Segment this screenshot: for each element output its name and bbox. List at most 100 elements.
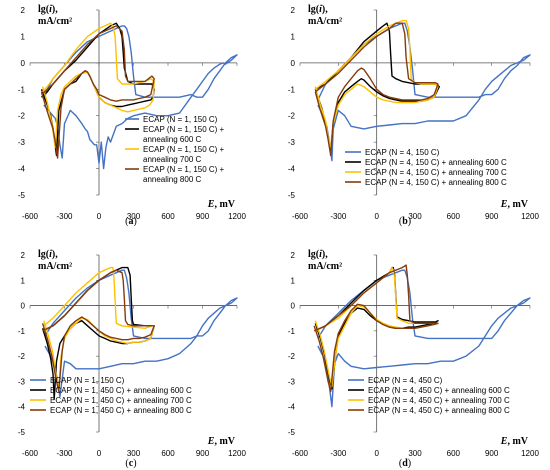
x-tick-label: -600 bbox=[292, 449, 309, 458]
x-tick-label: 1200 bbox=[228, 449, 246, 458]
legend-label: ECAP (N = 1, 150 C) + bbox=[143, 125, 225, 134]
y-axis-label: mA/cm² bbox=[308, 16, 342, 27]
x-tick-label: 0 bbox=[374, 449, 379, 458]
y-tick-label: -2 bbox=[18, 112, 26, 121]
series-line-2 bbox=[314, 22, 440, 151]
series-line-1 bbox=[44, 269, 238, 398]
x-tick-label: 1200 bbox=[521, 449, 539, 458]
y-tick-label: 2 bbox=[21, 6, 26, 15]
legend-label: ECAP (N = 4, 150 C) + annealing 700 C bbox=[365, 168, 507, 177]
y-tick-label: -2 bbox=[288, 352, 296, 361]
y-axis-label: lg(i), bbox=[38, 249, 58, 260]
x-tick-label: 300 bbox=[408, 212, 422, 221]
x-tick-label: -600 bbox=[22, 212, 39, 221]
y-tick-label: 0 bbox=[21, 302, 26, 311]
x-tick-label: 300 bbox=[408, 449, 422, 458]
y-tick-label: 1 bbox=[291, 32, 296, 41]
legend-label: ECAP (N = 4, 150 C) bbox=[365, 148, 440, 157]
x-tick-label: 1200 bbox=[228, 212, 246, 221]
y-axis-label: mA/cm² bbox=[308, 261, 342, 272]
y-axis-label: mA/cm² bbox=[38, 261, 72, 272]
legend-label: ECAP (N = 1, 150 C) + bbox=[143, 145, 225, 154]
x-tick-label: 900 bbox=[196, 449, 210, 458]
y-tick-label: 0 bbox=[21, 59, 26, 68]
y-tick-label: -5 bbox=[18, 428, 26, 437]
y-axis-label: lg(i), bbox=[308, 249, 328, 260]
y-tick-label: -2 bbox=[288, 112, 296, 121]
y-tick-label: 2 bbox=[291, 6, 296, 15]
y-tick-label: -3 bbox=[18, 377, 26, 386]
x-axis-label: E, mV bbox=[500, 199, 529, 210]
series-line-4 bbox=[313, 264, 439, 393]
x-axis-label: E, mV bbox=[500, 436, 529, 447]
legend-label: annealing 600 C bbox=[143, 135, 201, 144]
panel-label: (b) bbox=[399, 216, 411, 227]
y-tick-label: 1 bbox=[21, 276, 26, 285]
y-tick-label: -3 bbox=[288, 138, 296, 147]
series-line-3 bbox=[43, 266, 155, 390]
x-tick-label: -600 bbox=[22, 449, 39, 458]
legend-label: ECAP (N = 4, 150 C) + annealing 800 C bbox=[365, 178, 507, 187]
legend-label: ECAP (N = 4, 450 C) + annealing 800 C bbox=[368, 406, 510, 415]
y-tick-label: 0 bbox=[291, 59, 296, 68]
series-line-1 bbox=[317, 22, 531, 162]
legend-label: ECAP (N = 4, 450 C) + annealing 600 C bbox=[368, 386, 510, 395]
x-tick-label: 900 bbox=[196, 212, 210, 221]
x-tick-label: -300 bbox=[56, 212, 73, 221]
x-tick-label: -300 bbox=[330, 449, 347, 458]
y-tick-label: -5 bbox=[288, 428, 296, 437]
legend-label: annealing 800 C bbox=[143, 175, 201, 184]
x-tick-label: 600 bbox=[447, 449, 461, 458]
legend-label: ECAP (N = 1, 450 C) + annealing 800 C bbox=[50, 406, 192, 415]
legend-label: ECAP (N = 1, 150 C) bbox=[50, 376, 125, 385]
y-tick-label: 2 bbox=[21, 251, 26, 260]
chart-panel-2: -5 -4 -3 -2 -1 0 1 2 -600 -300 0 300 600 900 1200 lg(i)… bbox=[288, 4, 540, 227]
series-line-3 bbox=[41, 22, 155, 149]
y-tick-label: -4 bbox=[18, 403, 26, 412]
y-tick-label: -4 bbox=[18, 165, 26, 174]
x-tick-label: 300 bbox=[127, 449, 141, 458]
y-tick-label: 2 bbox=[291, 251, 296, 260]
x-tick-label: -300 bbox=[330, 212, 347, 221]
series-line-4 bbox=[41, 269, 155, 393]
x-axis-label: E, mV bbox=[207, 199, 236, 210]
panel-label: (c) bbox=[125, 458, 136, 469]
y-tick-label: -1 bbox=[288, 327, 296, 336]
y-tick-label: -1 bbox=[18, 85, 26, 94]
y-axis-label: lg(i), bbox=[308, 4, 328, 15]
y-axis-label: lg(i), bbox=[38, 4, 58, 15]
x-tick-label: -300 bbox=[56, 449, 73, 458]
y-tick-label: 1 bbox=[21, 32, 26, 41]
legend-label: ECAP (N = 4, 450 C) + annealing 700 C bbox=[368, 396, 510, 405]
legend-label: ECAP (N = 4, 150 C) + annealing 600 C bbox=[365, 158, 507, 167]
x-tick-label: 900 bbox=[485, 449, 499, 458]
legend-label: ECAP (N = 1, 450 C) + annealing 700 C bbox=[50, 396, 192, 405]
x-tick-label: 1200 bbox=[521, 212, 539, 221]
y-tick-label: -2 bbox=[18, 352, 26, 361]
y-axis-label: mA/cm² bbox=[38, 16, 72, 27]
x-tick-label: 600 bbox=[161, 449, 175, 458]
x-tick-label: 900 bbox=[485, 212, 499, 221]
legend-label: annealing 700 C bbox=[143, 155, 201, 164]
x-tick-label: 600 bbox=[447, 212, 461, 221]
legend-label: ECAP (N = 1, 150 C) bbox=[143, 115, 218, 124]
x-tick-label: 0 bbox=[97, 212, 102, 221]
y-tick-label: -5 bbox=[18, 191, 26, 200]
series-line-1 bbox=[43, 25, 238, 170]
y-tick-label: -3 bbox=[18, 138, 26, 147]
y-tick-label: 0 bbox=[291, 302, 296, 311]
y-tick-label: -4 bbox=[288, 165, 296, 174]
chart-panel-1: -5 -4 -3 -2 -1 0 1 2 -600 -300 0 300 600 900 1200 lg(i)… bbox=[18, 4, 247, 227]
legend-label: ECAP (N = 1, 150 C) + bbox=[143, 165, 225, 174]
x-axis-label: E, mV bbox=[207, 436, 236, 447]
x-tick-label: 0 bbox=[374, 212, 379, 221]
y-tick-label: 1 bbox=[291, 276, 296, 285]
x-tick-label: 600 bbox=[161, 212, 175, 221]
chart-panel-3: -5 -4 -3 -2 -1 0 1 2 -600 -300 0 300 600 900 1200 lg(i)… bbox=[18, 249, 247, 469]
series-line-1 bbox=[317, 269, 531, 408]
series-line-4 bbox=[314, 22, 439, 157]
y-tick-label: -1 bbox=[18, 327, 26, 336]
x-tick-label: 300 bbox=[127, 212, 141, 221]
